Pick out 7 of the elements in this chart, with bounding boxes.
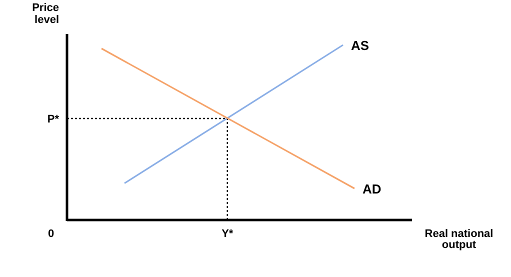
y-axis-title: Price level: [32, 2, 59, 26]
text: 0: [48, 228, 54, 240]
series-label: AS: [351, 38, 370, 53]
ref-line-label: P*: [47, 114, 60, 126]
x-axis-title: Real national output: [424, 228, 494, 251]
series-label: AD: [362, 182, 382, 196]
text: Y*: [222, 228, 234, 240]
